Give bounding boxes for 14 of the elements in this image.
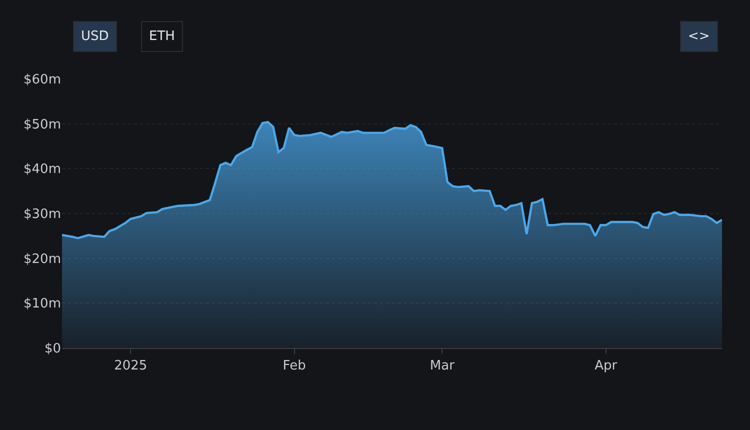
y-tick-label: $60m [24, 72, 61, 88]
text: USD [81, 29, 109, 44]
y-tick-label: $10m [24, 296, 61, 312]
y-tick-label: $20m [24, 252, 61, 267]
y-tick-label: $50m [24, 117, 61, 132]
x-tick-label: 2025 [114, 358, 148, 374]
x-tick-label: Mar [430, 358, 456, 374]
text: ETH [149, 29, 175, 44]
text: <> [688, 29, 710, 44]
x-tick-label: Feb [282, 358, 306, 374]
y-tick-label: $30m [24, 207, 61, 222]
y-tick-label: $0 [44, 342, 61, 357]
y-tick-label: $40m [24, 162, 61, 178]
x-tick-label: Apr [594, 358, 618, 374]
